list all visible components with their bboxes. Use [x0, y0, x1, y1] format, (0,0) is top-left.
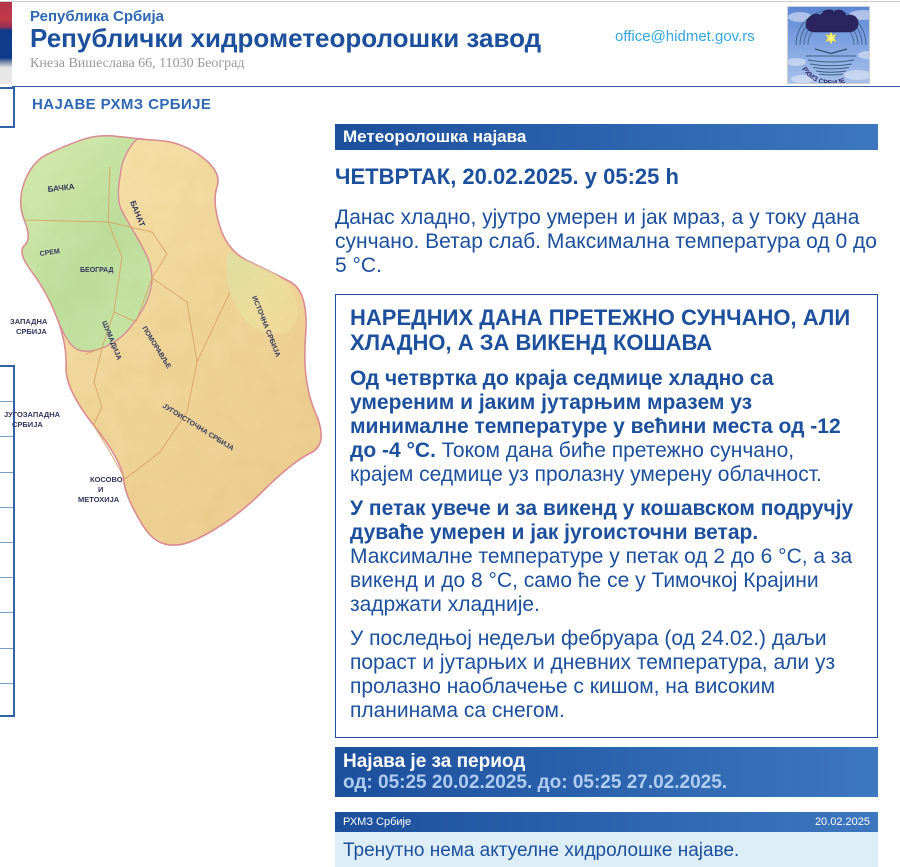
svg-text:МЕТОХИЈА: МЕТОХИЈА — [78, 495, 120, 504]
svg-text:ЈУГОЗАПАДНА: ЈУГОЗАПАДНА — [4, 410, 61, 419]
svg-text:КОСОВО: КОСОВО — [90, 475, 123, 484]
svg-text:ЗАПАДНА: ЗАПАДНА — [10, 317, 48, 326]
svg-text:БЕОГРАД: БЕОГРАД — [80, 267, 113, 274]
svg-text:СРБИЈА: СРБИЈА — [12, 420, 43, 429]
svg-text:И: И — [98, 485, 103, 494]
svg-text:СРБИЈА: СРБИЈА — [16, 327, 47, 336]
